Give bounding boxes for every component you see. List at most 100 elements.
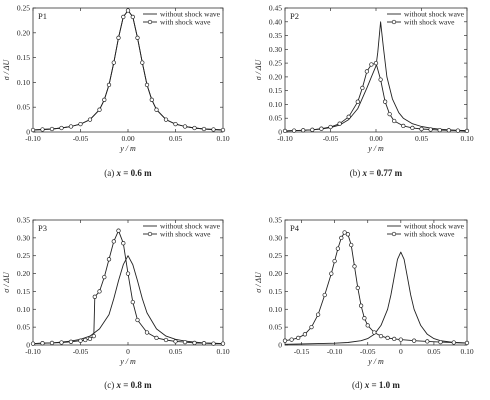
caption-var: x <box>362 168 368 178</box>
x-tick-label: 0.00 <box>121 134 134 143</box>
series-point <box>438 339 443 345</box>
panel-label: P1 <box>38 11 47 21</box>
series-point <box>111 60 116 65</box>
legend-entry: with shock wave <box>160 230 211 239</box>
panel-4: -0.15 -0.10 -0.05 0 0.05 0.10 0 0.05 0.10 0.15 0.2… <box>254 216 474 391</box>
series-point <box>373 60 379 66</box>
plot-frame <box>284 7 468 133</box>
x-tick-label: -0.05 <box>360 347 376 356</box>
y-tick-label: 0 <box>26 341 30 350</box>
series-point <box>102 274 107 280</box>
series-point <box>92 294 97 299</box>
panel-3: -0.10 -0.05 0 0.05 0.10 0 0.05 0.10 0.15 0.20 0.25… <box>2 216 230 391</box>
series-point <box>192 125 197 131</box>
x-tick-label: -0.05 <box>323 134 339 143</box>
y-tick-label: 0.25 <box>269 251 282 260</box>
series-point <box>342 230 347 235</box>
series-point <box>382 99 388 104</box>
x-tick-label: 0.05 <box>415 134 428 143</box>
y-tick-label: 0.25 <box>269 59 282 68</box>
series-point <box>201 126 207 132</box>
x-tick-label: -0.10 <box>277 134 293 143</box>
y-tick-label: 0.15 <box>269 86 282 95</box>
series-point <box>211 127 216 132</box>
legend-entry: with shock wave <box>160 18 211 27</box>
series-point <box>135 317 140 323</box>
series-point <box>355 99 360 104</box>
series-point <box>291 128 297 133</box>
series-line-2 <box>284 62 468 132</box>
series-point <box>315 312 321 317</box>
legend-marker <box>147 231 153 237</box>
series-point <box>40 341 45 346</box>
series-point <box>116 35 121 40</box>
plot-frame <box>32 7 224 133</box>
series-point <box>398 337 403 342</box>
y-tick-label: 0.45 <box>269 4 282 13</box>
series-point <box>364 69 370 74</box>
series-point <box>339 235 344 241</box>
y-tick-label: 0.05 <box>269 114 282 123</box>
series-point <box>49 126 55 132</box>
x-tick-label: -0.15 <box>294 347 310 356</box>
legend-entry: without shock wave <box>404 222 465 231</box>
series-point <box>349 242 354 248</box>
series-point <box>309 324 314 330</box>
y-tick-label: 0.15 <box>17 53 30 62</box>
y-tick-label: 0.35 <box>17 216 30 225</box>
y-tick-label: 0.40 <box>269 17 282 26</box>
series-point <box>335 246 341 251</box>
series-point <box>282 128 288 134</box>
series-line-1 <box>32 255 224 345</box>
panel-2: -0.10 -0.05 0.00 0.05 0.10 0 0.05 0.10 0.15 0.20 0… <box>254 4 474 179</box>
series-point <box>301 128 306 133</box>
series-point <box>130 299 135 305</box>
series-point <box>106 257 112 262</box>
series-point <box>59 340 64 345</box>
caption-value: = 0.6 m <box>121 168 152 178</box>
series-point <box>319 126 324 131</box>
y-tick-label: 0.20 <box>17 269 30 278</box>
series-point <box>378 77 383 82</box>
series-point <box>328 124 333 130</box>
legend-entry: with shock wave <box>404 230 455 239</box>
legend-marker <box>147 19 153 25</box>
caption-letter: (b) <box>350 168 363 178</box>
y-tick-label: 0.30 <box>17 233 30 242</box>
series-line-2 <box>32 230 223 345</box>
caption-value: = 0.8 m <box>121 380 152 390</box>
y-tick-label: 0.35 <box>269 216 282 225</box>
x-axis-label: y / m <box>367 144 384 153</box>
series-point <box>410 125 415 131</box>
series-point <box>360 85 365 91</box>
x-tick-label: 0.10 <box>460 134 473 143</box>
y-tick-label: 0 <box>26 128 30 137</box>
series-point <box>282 338 288 343</box>
series-point <box>401 123 406 129</box>
series-point <box>211 341 216 346</box>
series-point <box>59 125 64 131</box>
x-tick-label: -0.10 <box>25 134 41 143</box>
series-point <box>310 127 315 132</box>
series-point <box>163 337 169 343</box>
series-point <box>87 336 93 342</box>
series-point <box>182 339 188 345</box>
legend-entry: without shock wave <box>160 222 221 231</box>
y-tick-label: 0.35 <box>269 31 282 40</box>
series-point <box>163 117 169 122</box>
legend-entry: without shock wave <box>160 10 221 19</box>
series-point <box>220 341 226 346</box>
legend-marker <box>391 19 397 25</box>
x-tick-label: -0.05 <box>73 347 89 356</box>
caption-value: = 1.0 m <box>369 380 400 390</box>
x-tick-label: 0.10 <box>216 347 229 356</box>
series-point <box>144 330 150 335</box>
series-point <box>385 335 390 341</box>
plot-frame <box>32 219 224 346</box>
series-point <box>144 82 150 88</box>
x-axis-label: y / m <box>119 144 136 153</box>
series-point <box>49 340 55 346</box>
x-axis-label: y / m <box>119 357 136 366</box>
y-tick-label: 0.30 <box>269 233 282 242</box>
series-point <box>387 111 392 117</box>
